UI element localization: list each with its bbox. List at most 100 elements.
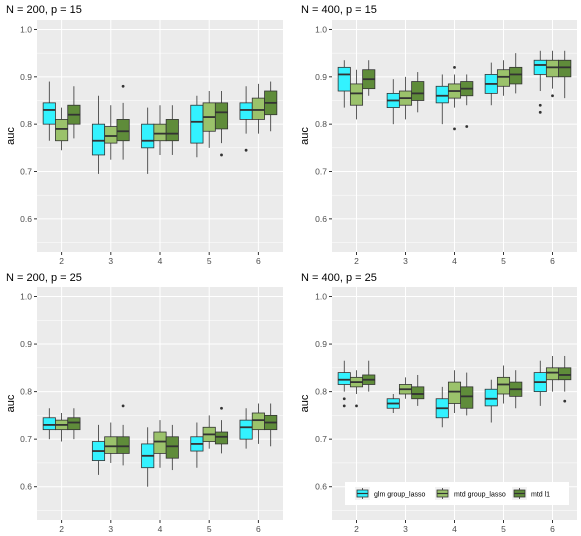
box-body bbox=[337, 66, 351, 92]
box-body bbox=[411, 81, 425, 101]
box-mtd-group-lasso bbox=[398, 377, 413, 399]
box-mtd-group-lasso bbox=[153, 105, 167, 155]
y-tick-label: 0.6 bbox=[20, 482, 32, 492]
box-body bbox=[411, 386, 425, 400]
box-glm-group-lasso bbox=[435, 74, 449, 125]
box-mtd-l1 bbox=[264, 403, 278, 447]
box-mtd-l1 bbox=[116, 404, 130, 466]
box-mtd-group-lasso bbox=[545, 50, 560, 98]
box-body bbox=[251, 412, 265, 431]
box-body bbox=[116, 436, 130, 454]
box-body bbox=[214, 431, 229, 445]
box-mtd-group-lasso bbox=[251, 403, 265, 444]
x-tick-label: 5 bbox=[501, 256, 506, 266]
y-tick-label: 0.9 bbox=[20, 72, 32, 82]
box-body bbox=[545, 367, 560, 381]
outlier-point bbox=[244, 148, 248, 152]
box-body bbox=[496, 376, 511, 395]
outlier-point bbox=[220, 406, 223, 410]
box-body bbox=[533, 59, 547, 75]
y-tick-label: 0.6 bbox=[315, 482, 327, 492]
box-glm-group-lasso bbox=[386, 79, 400, 125]
outlier-point bbox=[538, 103, 542, 107]
panel-1: N = 200, p = 15 0.6 0.7 0.8 0.9 1.0 2 3 4 5 6 auc bbox=[5, 4, 283, 266]
y-axis-label: auc bbox=[299, 127, 311, 145]
y-tick-label: 0.9 bbox=[315, 72, 327, 82]
box-body bbox=[42, 417, 56, 431]
y-tick-label: 1.0 bbox=[20, 292, 32, 302]
outlier-point bbox=[551, 94, 554, 98]
box-mtd-l1 bbox=[460, 74, 474, 128]
panel-title: N = 400, p = 25 bbox=[301, 272, 377, 284]
box-body bbox=[558, 367, 572, 381]
box-mtd-l1 bbox=[165, 424, 179, 471]
x-tick-label: 6 bbox=[550, 256, 555, 266]
x-tick-label: 5 bbox=[501, 524, 506, 534]
outlier-point bbox=[355, 404, 358, 408]
y-axis-label: auc bbox=[5, 127, 17, 145]
box-body bbox=[153, 431, 167, 454]
box-mtd-group-lasso bbox=[55, 107, 69, 151]
box-body bbox=[153, 123, 167, 142]
panel-3: N = 200, p = 25 0.6 0.7 0.8 0.9 1.0 2 3 4 5 6 auc bbox=[5, 272, 283, 534]
box-glm-group-lasso bbox=[239, 408, 253, 449]
box-mtd-group-lasso bbox=[202, 415, 216, 449]
box-glm-group-lasso bbox=[141, 427, 155, 487]
panel-4: N = 400, p = 25 0.6 0.7 0.8 0.9 1.0 2 3 4 5 6 auc gl… bbox=[299, 272, 577, 534]
box-mtd-group-lasso bbox=[447, 65, 462, 131]
legend-label: glm group_lasso bbox=[374, 492, 425, 499]
box-body bbox=[55, 119, 69, 142]
y-tick-label: 0.8 bbox=[20, 387, 32, 397]
box-mtd-l1 bbox=[362, 60, 376, 96]
box-body bbox=[67, 417, 81, 431]
box-glm-group-lasso bbox=[337, 360, 351, 408]
box-mtd-group-lasso bbox=[104, 105, 118, 160]
box-body bbox=[239, 102, 253, 120]
box-body bbox=[435, 85, 449, 104]
box-glm-group-lasso bbox=[484, 379, 498, 423]
y-tick-label: 0.6 bbox=[315, 214, 327, 224]
box-glm-group-lasso bbox=[337, 60, 351, 108]
outlier-point bbox=[538, 110, 542, 114]
box-mtd-l1 bbox=[264, 81, 278, 132]
box-mtd-l1 bbox=[67, 86, 81, 139]
x-tick-label: 5 bbox=[207, 256, 212, 266]
box-glm-group-lasso bbox=[141, 107, 155, 174]
y-tick-label: 1.0 bbox=[315, 24, 327, 34]
box-body bbox=[447, 381, 462, 404]
y-tick-label: 0.9 bbox=[315, 339, 327, 349]
box-glm-group-lasso bbox=[190, 422, 204, 468]
box-body bbox=[251, 97, 265, 120]
box-body bbox=[558, 59, 572, 78]
box-body bbox=[484, 388, 498, 407]
panel-2: N = 400, p = 15 0.6 0.7 0.8 0.9 1.0 2 3 4 5 6 auc bbox=[299, 4, 577, 266]
y-axis-label: auc bbox=[299, 394, 311, 412]
box-glm-group-lasso bbox=[435, 386, 449, 428]
outlier-point bbox=[453, 65, 456, 69]
y-axis-label: auc bbox=[5, 394, 17, 412]
x-tick-label: 3 bbox=[108, 256, 113, 266]
x-tick-label: 2 bbox=[354, 256, 359, 266]
outlier-point bbox=[121, 84, 125, 88]
box-body bbox=[545, 59, 560, 78]
legend-label: mtd group_lasso bbox=[454, 492, 506, 499]
box-mtd-group-lasso bbox=[349, 69, 364, 120]
box-mtd-l1 bbox=[460, 372, 474, 416]
outlier-point bbox=[220, 153, 223, 157]
box-body bbox=[337, 372, 351, 385]
box-body bbox=[214, 102, 229, 130]
x-tick-label: 6 bbox=[256, 256, 261, 266]
box-mtd-group-lasso bbox=[104, 422, 118, 463]
outlier-point bbox=[121, 404, 125, 408]
panel-title: N = 200, p = 25 bbox=[6, 272, 82, 284]
box-glm-group-lasso bbox=[42, 408, 56, 440]
box-mtd-l1 bbox=[558, 355, 572, 403]
x-tick-label: 5 bbox=[207, 524, 212, 534]
y-tick-label: 0.8 bbox=[20, 119, 32, 129]
box-mtd-l1 bbox=[116, 84, 130, 160]
box-body bbox=[190, 104, 204, 144]
x-tick-label: 4 bbox=[158, 256, 163, 266]
box-mtd-l1 bbox=[509, 53, 523, 94]
box-mtd-l1 bbox=[214, 91, 229, 157]
